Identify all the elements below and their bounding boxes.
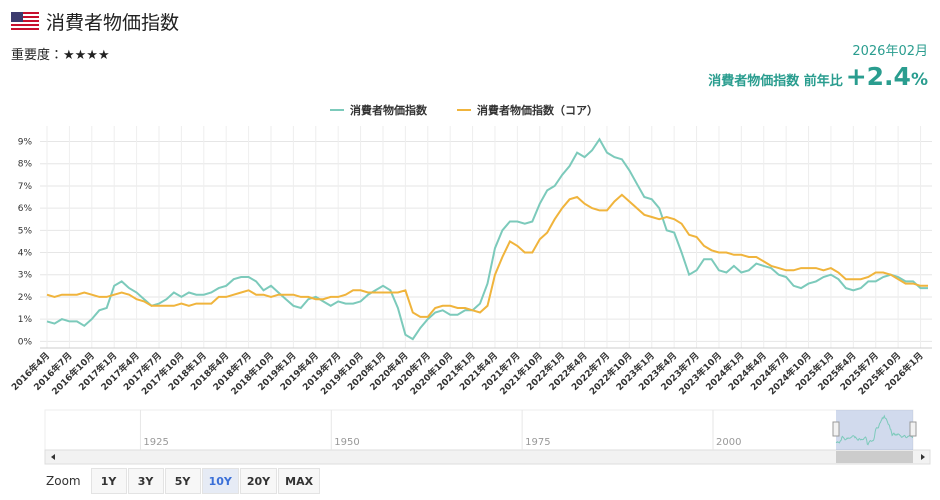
y-tick-label: 8% bbox=[18, 160, 33, 170]
scroll-right[interactable] bbox=[921, 454, 925, 460]
flag-icon bbox=[11, 12, 39, 32]
navigator-tick-label: 2000 bbox=[716, 437, 741, 448]
y-tick-label: 9% bbox=[18, 138, 33, 148]
zoom-button[interactable]: 1Y bbox=[90, 468, 127, 494]
navigator-frame bbox=[44, 409, 914, 451]
y-tick-label: 7% bbox=[18, 182, 33, 192]
navigator-window bbox=[836, 410, 913, 450]
zoom-bar: Zoom 1Y 3Y 5Y 10Y 20Y MAX bbox=[46, 468, 321, 494]
y-tick-label: 3% bbox=[18, 271, 33, 281]
navigator-tick-label: 1975 bbox=[525, 437, 550, 448]
series-line bbox=[46, 193, 928, 318]
scrollbar-thumb[interactable] bbox=[836, 451, 913, 463]
date: 2026年02月 bbox=[852, 44, 928, 59]
headline-label: 消費者物価指数 前年比 bbox=[708, 74, 843, 89]
importance: 重要度：★★★★ bbox=[11, 48, 110, 63]
zoom-button[interactable]: 10Y bbox=[201, 468, 239, 494]
zoom-button[interactable]: 3Y bbox=[127, 468, 164, 494]
scroll-left[interactable] bbox=[51, 454, 55, 460]
navigator-tick-label: 1925 bbox=[143, 437, 168, 448]
headline-value: +2.4 bbox=[845, 62, 911, 91]
legend-label: 消費者物価指数 bbox=[350, 103, 428, 117]
y-tick-label: 6% bbox=[18, 204, 33, 214]
navigator-tick-label: 1950 bbox=[334, 437, 359, 448]
navigator-handle[interactable] bbox=[909, 421, 917, 437]
zoom-label: Zoom bbox=[46, 474, 81, 488]
scrollbar[interactable] bbox=[44, 449, 931, 465]
navigator-line bbox=[835, 414, 913, 446]
zoom-button[interactable]: 5Y bbox=[164, 468, 201, 494]
navigator-handle[interactable] bbox=[832, 421, 840, 437]
y-tick-label: 1% bbox=[18, 315, 33, 325]
y-tick-label: 2% bbox=[18, 293, 33, 303]
y-tick-label: 0% bbox=[18, 337, 33, 347]
headline: 消費者物価指数 前年比 +2.4% bbox=[708, 62, 928, 91]
y-tick-label: 5% bbox=[18, 226, 33, 236]
zoom-button[interactable]: 20Y bbox=[239, 468, 278, 494]
y-tick-label: 4% bbox=[18, 249, 33, 259]
legend-label: 消費者物価指数（コア） bbox=[477, 103, 598, 117]
headline-unit: % bbox=[910, 70, 928, 90]
title: 消費者物価指数 bbox=[46, 12, 180, 34]
chart: 0%1%2%3%4%5%6%7%8%9%2016年4月2016年7月2016年1… bbox=[9, 103, 932, 465]
zoom-button[interactable]: MAX bbox=[278, 468, 321, 494]
series-line bbox=[46, 137, 928, 341]
